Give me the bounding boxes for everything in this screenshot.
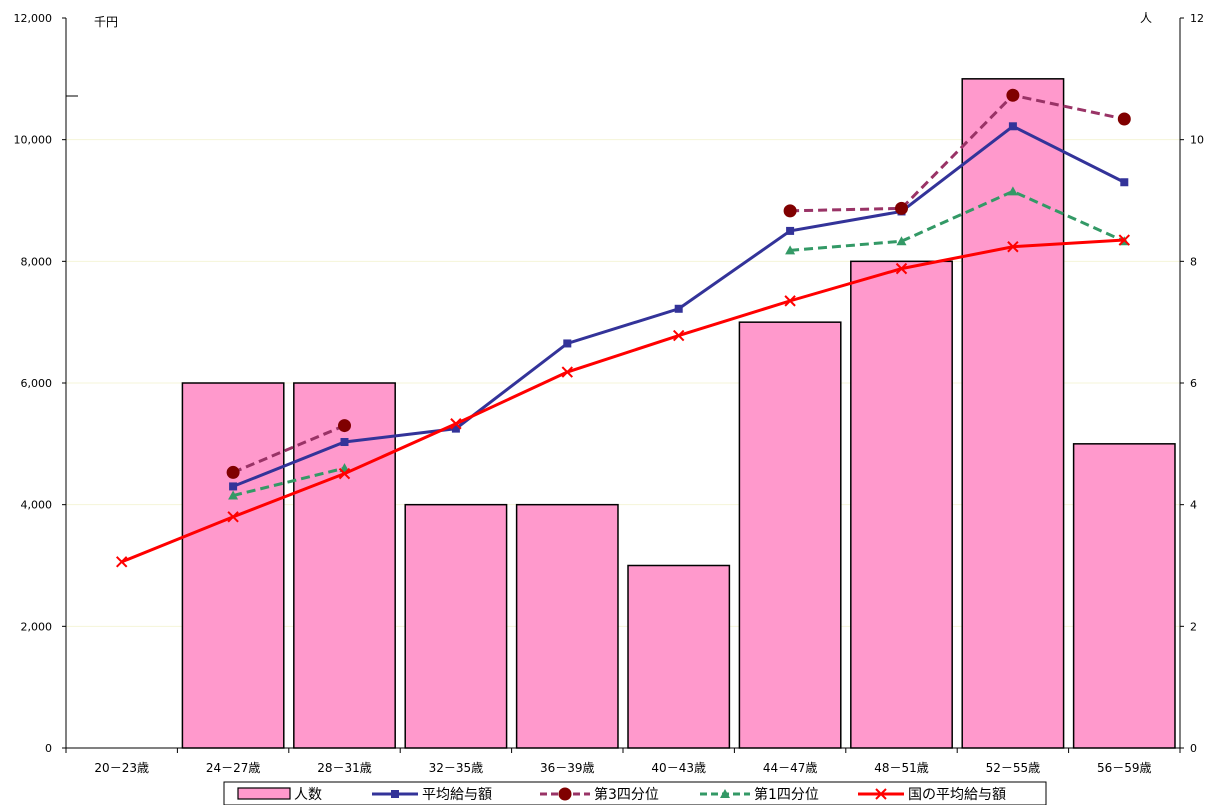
x-tick-label: 24－27歳 (206, 761, 261, 775)
series-marker (451, 424, 460, 433)
x-tick-label: 52－55歳 (986, 761, 1041, 775)
legend-label: 第3四分位 (594, 786, 659, 803)
series-line (232, 466, 345, 497)
left-tick-label: 10,000 (14, 134, 53, 147)
series-marker (340, 438, 349, 447)
series-marker (558, 787, 572, 801)
left-tick-label: 6,000 (21, 377, 53, 390)
series-marker (786, 226, 795, 235)
right-tick-label: 0 (1190, 742, 1197, 755)
series-marker (226, 465, 240, 479)
series-marker (895, 262, 908, 275)
series-marker (895, 201, 908, 215)
right-axis-unit: 人 (1140, 11, 1152, 25)
x-tick-label: 20－23歳 (94, 761, 149, 775)
series-marker (115, 556, 128, 568)
right-tick-label: 10 (1190, 134, 1204, 147)
series-marker (338, 419, 351, 433)
series-marker (1117, 112, 1131, 126)
series-marker (338, 467, 351, 480)
legend-box (223, 781, 1047, 805)
right-tick-label: 8 (1190, 255, 1197, 268)
tick-labels: 0 2,000 4,000 6,000 8,000 10,000 12,000 0 2 4 6 8 10… (14, 12, 1205, 775)
legend-swatch (237, 787, 291, 800)
series-line (790, 93, 1125, 213)
series-marker (561, 366, 574, 378)
series-marker (1118, 234, 1131, 246)
x-tick-label: 28－31歳 (317, 761, 372, 775)
legend-label: 第1四分位 (754, 786, 819, 803)
x-tick-label: 44－47歳 (763, 761, 818, 775)
x-tick-label: 56－59歳 (1097, 761, 1152, 775)
series-line (789, 189, 1125, 252)
series-marker (228, 490, 239, 500)
series-marker (227, 511, 239, 523)
legend-label: 人数 (294, 787, 322, 803)
bar (738, 321, 842, 749)
legend-label: 国の平均給与額 (908, 787, 1006, 803)
series-marker (784, 295, 796, 307)
left-tick-label: 4,000 (21, 499, 53, 512)
bar (627, 564, 731, 749)
series-marker (896, 236, 907, 246)
left-tick-label: 2,000 (21, 620, 53, 633)
line-series-layer (115, 88, 1131, 568)
bar (1072, 443, 1176, 749)
series-marker (1008, 122, 1017, 131)
series-marker (674, 304, 683, 313)
series-marker (1007, 241, 1019, 253)
series-marker (563, 339, 572, 348)
bar (404, 503, 508, 749)
bar-series-layer (181, 78, 1176, 749)
series-marker (1006, 88, 1020, 102)
left-tick-label: 8,000 (21, 255, 53, 268)
bar (181, 382, 285, 749)
legend-label: 平均給与額 (422, 787, 492, 803)
bar (961, 78, 1065, 749)
x-tick-label: 32－35歳 (429, 761, 484, 775)
right-tick-label: 12 (1190, 12, 1204, 25)
series-marker (785, 245, 796, 255)
right-tick-label: 6 (1190, 377, 1197, 390)
series-marker (1120, 178, 1129, 187)
series-marker (1007, 186, 1018, 196)
bar (515, 503, 619, 749)
left-axis-unit: 千円 (94, 15, 118, 29)
series-marker (229, 482, 238, 491)
x-tick-label: 36－39歳 (540, 761, 595, 775)
series-line (232, 424, 346, 474)
series-marker (391, 790, 399, 798)
right-tick-label: 4 (1190, 499, 1197, 512)
series-marker (875, 788, 887, 800)
left-tick-label: 12,000 (14, 12, 53, 25)
series-marker (783, 204, 797, 218)
series-marker (450, 418, 462, 430)
series-marker (672, 329, 685, 342)
series-marker (720, 789, 730, 798)
right-tick-label: 2 (1190, 620, 1197, 633)
legend: 人数 平均給与額 第3四分位 第1四分位 国の平均給与額 (223, 781, 1047, 805)
series-line (121, 238, 1125, 564)
x-tick-label: 48－51歳 (874, 761, 929, 775)
left-tick-label: 0 (45, 742, 52, 755)
x-tick-label: 40－43歳 (651, 761, 706, 775)
bar (850, 260, 953, 749)
